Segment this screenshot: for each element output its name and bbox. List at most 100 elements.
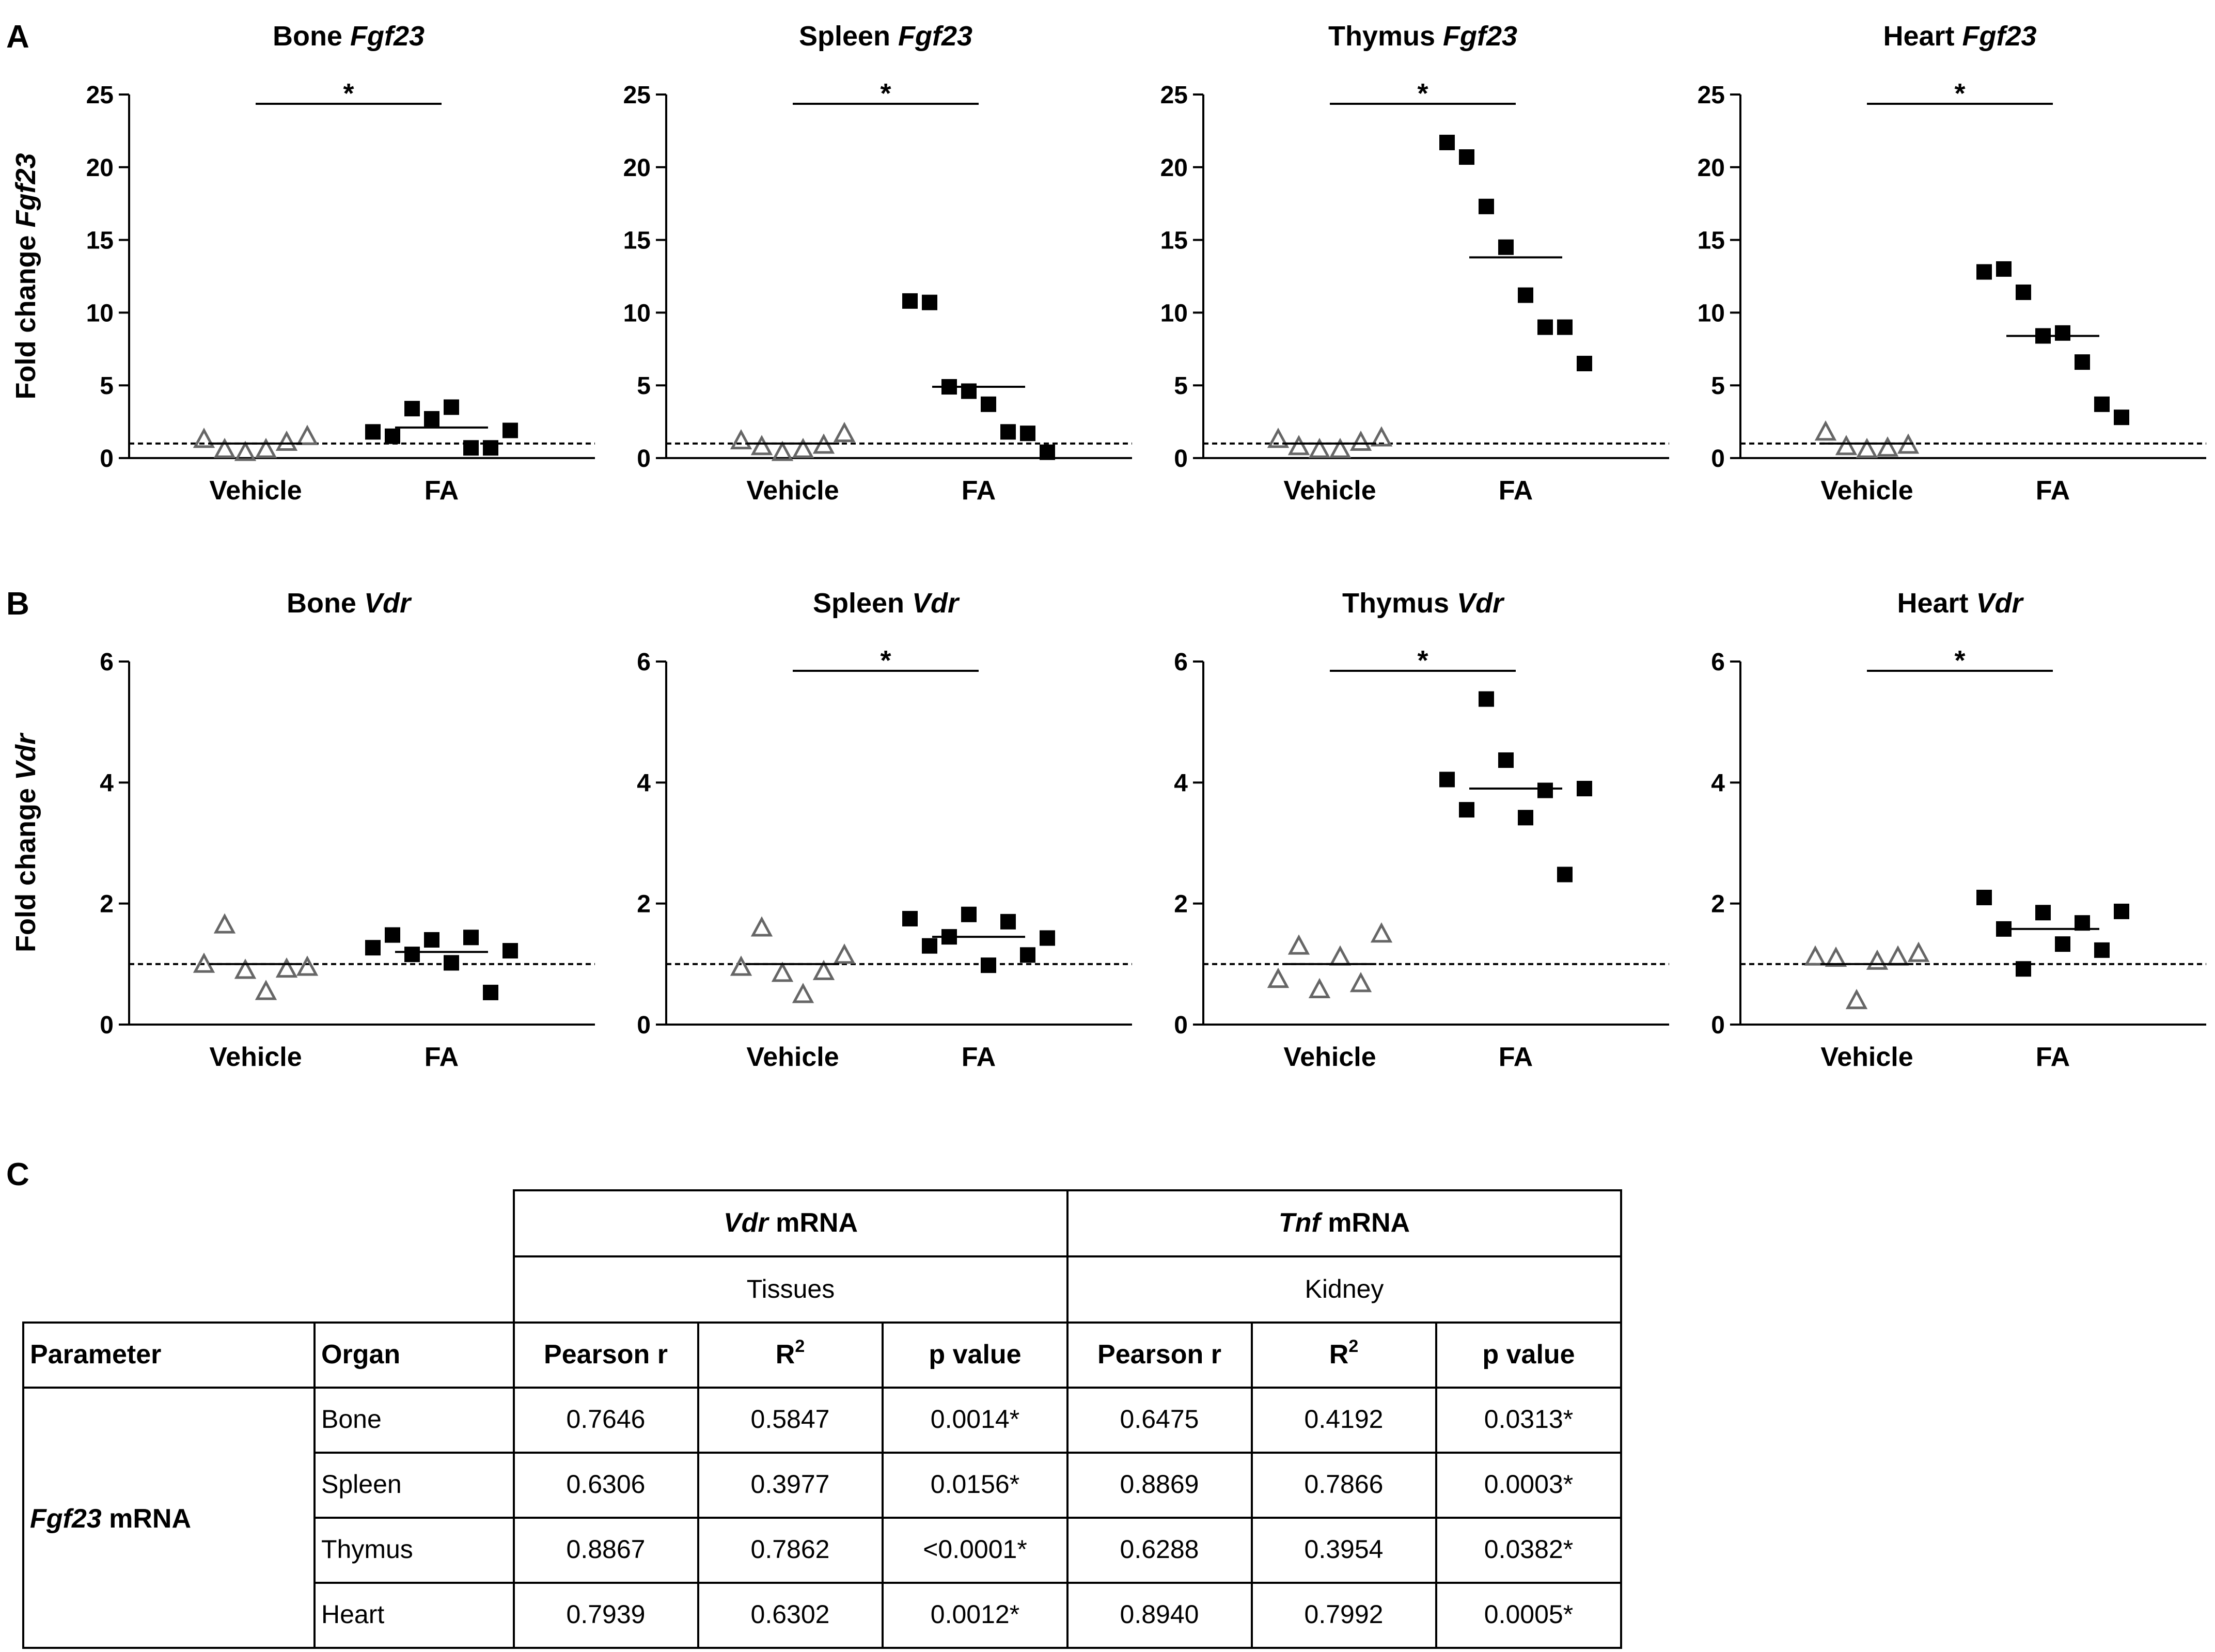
fa-point: [1976, 264, 1992, 280]
vehicle-point: [213, 913, 236, 934]
vehicle-point: [1825, 946, 1847, 967]
chart-title: Spleen Vdr: [813, 588, 960, 619]
chart-b-spleen-vdr: Spleen Vdr 0 2 4 6 Vehicle FA *: [637, 588, 1132, 1072]
vehicle-point: [1287, 934, 1310, 955]
vehicle-point: [275, 957, 298, 978]
y-tick-label: 2: [637, 891, 651, 918]
y-tick-label: 4: [1174, 769, 1188, 797]
chart-title-prefix: Thymus: [1328, 21, 1443, 52]
chart-title: Heart Vdr: [1897, 588, 2024, 619]
y-tick-label: 6: [1174, 649, 1188, 676]
fa-point: [1498, 239, 1514, 255]
vehicle-point: [1907, 941, 1930, 962]
table-cell: 0.8867: [567, 1535, 646, 1564]
fa-point: [502, 943, 518, 959]
col-header-pvalue-tnf: p value: [1482, 1340, 1575, 1370]
fa-point: [1439, 134, 1455, 150]
x-tick-label-fa: FA: [425, 476, 459, 506]
table-cell: 0.7646: [567, 1405, 646, 1434]
significance-star: *: [1954, 78, 1965, 109]
vehicle-point: [1308, 978, 1331, 998]
y-tick-label: 25: [86, 82, 114, 109]
vehicle-point: [1856, 437, 1878, 459]
y-tick-label: 25: [1698, 82, 1725, 109]
vehicle-point: [1887, 945, 1909, 966]
y-tick-label: 4: [637, 769, 651, 797]
chart-a-heart-fgf23: Heart Fgf23 0 5 10 15 20 25 Vehicle FA *: [1698, 21, 2206, 506]
col-header-r2-tnf: R2: [1329, 1336, 1358, 1370]
chart-b-thymus-vdr: Thymus Vdr 0 2 4 6 Vehicle FA *: [1174, 588, 1669, 1072]
vehicle-point: [1804, 945, 1827, 966]
fa-point: [1996, 261, 2012, 277]
fa-point: [1518, 810, 1533, 826]
table-cell-organ: Bone: [321, 1405, 382, 1434]
fa-point: [385, 428, 400, 444]
chart-title-prefix: Heart: [1897, 588, 1976, 619]
fa-point: [2114, 903, 2129, 919]
y-tick-label: 5: [1711, 372, 1725, 400]
y-tick-label: 2: [100, 891, 114, 918]
x-tick-label-vehicle: Vehicle: [746, 1042, 839, 1072]
header-vdr-suffix: mRNA: [768, 1208, 858, 1238]
header-tissues: Tissues: [747, 1275, 835, 1303]
fa-point: [2075, 354, 2090, 370]
fa-point: [902, 910, 918, 926]
fa-point: [365, 940, 381, 956]
r2-base-tnf: R: [1329, 1340, 1349, 1370]
fa-point: [385, 927, 400, 943]
table-cell: 0.7992: [1305, 1600, 1384, 1629]
y-tick-label: 10: [1698, 300, 1725, 327]
chart-title-prefix: Heart: [1883, 21, 1962, 52]
fa-point: [483, 440, 498, 456]
fa-point: [922, 294, 937, 310]
significance-star: *: [1417, 78, 1428, 109]
fa-point: [922, 938, 937, 954]
y-tick-label: 15: [623, 227, 651, 255]
chart-title-prefix: Bone: [287, 588, 364, 619]
vehicle-point: [296, 955, 319, 976]
table-cell: 0.6306: [567, 1470, 646, 1499]
vehicle-point: [1835, 435, 1858, 455]
x-tick-label-vehicle: Vehicle: [1820, 1042, 1913, 1072]
y-tick-label: 20: [623, 154, 651, 182]
significance-star: *: [343, 78, 354, 109]
chart-title: Heart Fgf23: [1883, 21, 2036, 52]
header-tnf-mrna: Tnf mRNA: [1279, 1208, 1410, 1238]
fa-point: [1537, 319, 1553, 335]
table-cell: 0.6288: [1120, 1535, 1199, 1564]
table-cell: 0.3977: [751, 1470, 830, 1499]
y-tick-label: 15: [86, 227, 114, 255]
table-cell: 0.0003*: [1484, 1470, 1573, 1499]
x-tick-label-fa: FA: [962, 476, 996, 506]
y-tick-label: 2: [1711, 891, 1725, 918]
fa-point: [1439, 772, 1455, 788]
table-cell: 0.8869: [1120, 1470, 1199, 1499]
x-tick-label-fa: FA: [1499, 476, 1533, 506]
vehicle-point: [1287, 435, 1310, 455]
x-tick-label-fa: FA: [1499, 1042, 1533, 1072]
fa-point: [424, 411, 439, 427]
table-cell: 0.6302: [751, 1600, 830, 1629]
fa-point: [981, 957, 996, 973]
vehicle-point: [234, 958, 257, 979]
vehicle-point: [730, 429, 752, 450]
y-tick-label: 0: [1174, 1012, 1188, 1039]
y-tick-label: 25: [623, 82, 651, 109]
table-row: Thymus 0.8867 0.7862 <0.0001* 0.6288 0.3954 0.…: [321, 1535, 1573, 1564]
table-row: Bone 0.7646 0.5847 0.0014* 0.6475 0.4192 0.031…: [321, 1405, 1573, 1434]
fa-point: [1000, 424, 1016, 440]
table-cell: 0.7939: [567, 1600, 646, 1629]
y-tick-label: 10: [86, 300, 114, 327]
chart-title: Spleen Fgf23: [799, 21, 972, 52]
r2-base-vdr: R: [776, 1340, 795, 1370]
r2-sup-tnf: 2: [1348, 1336, 1358, 1356]
y-tick-label: 20: [1698, 154, 1725, 182]
y-tick-label: 20: [1160, 154, 1188, 182]
fa-point: [1040, 930, 1055, 946]
r2-sup-vdr: 2: [795, 1336, 805, 1356]
table-cell-organ: Heart: [321, 1600, 384, 1629]
vehicle-point: [275, 430, 298, 451]
vehicle-point: [193, 952, 215, 973]
y-tick-label: 5: [100, 372, 114, 400]
